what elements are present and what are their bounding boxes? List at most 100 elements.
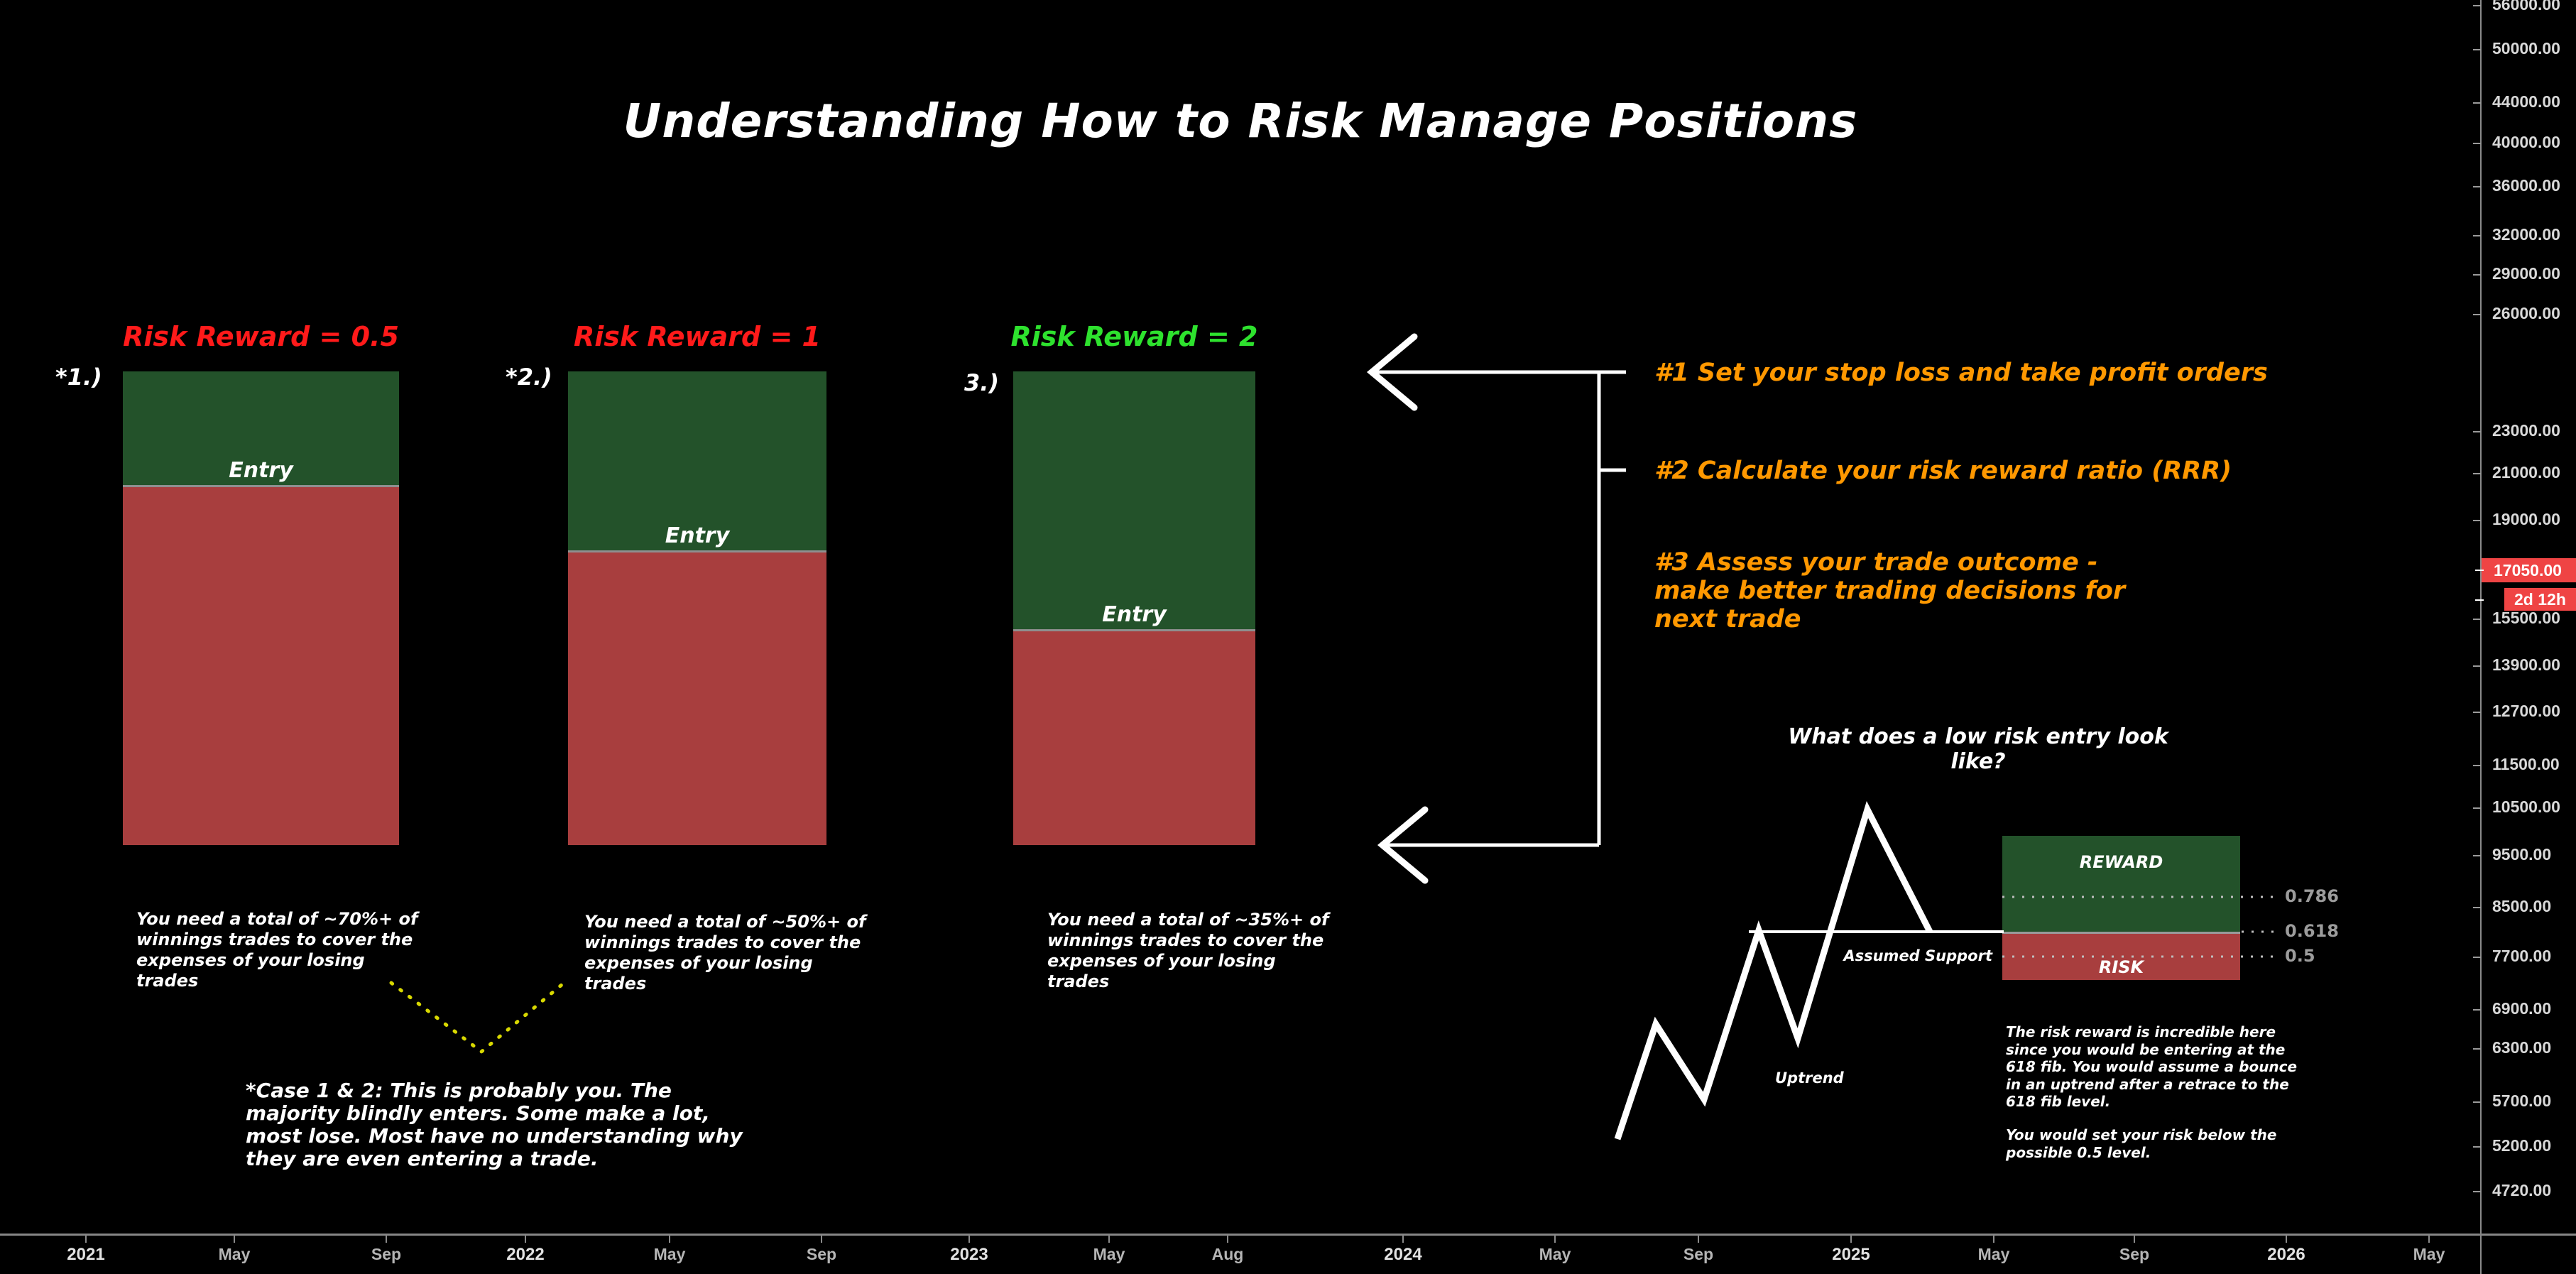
time-tick bbox=[968, 1236, 970, 1243]
entry-line bbox=[1013, 628, 1255, 631]
mini-reward-box bbox=[2002, 836, 2240, 932]
time-axis-label: May bbox=[2413, 1245, 2445, 1263]
price-axis-label: 6300.00 bbox=[2492, 1038, 2552, 1057]
rr-box: Entry bbox=[568, 371, 826, 845]
price-tick bbox=[2473, 1146, 2481, 1148]
price-axis-label: 11500.00 bbox=[2492, 755, 2560, 773]
price-tick bbox=[2473, 431, 2481, 432]
price-tick bbox=[2473, 1048, 2481, 1050]
price-tick bbox=[2473, 102, 2481, 104]
time-tick bbox=[1850, 1236, 1852, 1243]
time-tick bbox=[1554, 1236, 1556, 1243]
left-arrow-top-icon bbox=[1366, 333, 1418, 411]
time-tick bbox=[1227, 1236, 1228, 1243]
price-axis-label: 13900.00 bbox=[2492, 655, 2560, 674]
fib-label-0.618: 0.618 bbox=[2285, 921, 2339, 941]
entry-line bbox=[123, 485, 399, 488]
case-1-2-commentary: *Case 1 & 2: This is probably you. The m… bbox=[246, 1079, 743, 1170]
time-tick bbox=[1698, 1236, 1699, 1243]
price-axis-label: 4720.00 bbox=[2492, 1181, 2552, 1199]
price-tick bbox=[2473, 855, 2481, 856]
price-axis-label: 7700.00 bbox=[2492, 947, 2552, 965]
price-axis-label: 10500.00 bbox=[2492, 797, 2560, 816]
time-tick bbox=[2134, 1236, 2135, 1243]
price-axis-label: 36000.00 bbox=[2492, 176, 2560, 195]
price-axis-label: 8500.00 bbox=[2492, 897, 2552, 915]
time-tick bbox=[525, 1236, 526, 1243]
time-axis-label: 2026 bbox=[2267, 1245, 2305, 1264]
price-axis-label: 29000.00 bbox=[2492, 264, 2560, 283]
price-tick bbox=[2473, 5, 2481, 6]
fib-label-0.5: 0.5 bbox=[2285, 946, 2315, 966]
entry-label: Entry bbox=[665, 523, 730, 549]
time-axis-label: Sep bbox=[2119, 1245, 2150, 1263]
price-tick bbox=[2473, 186, 2481, 187]
bracket bbox=[1366, 333, 1626, 884]
winrate-note-3: You need a total of ~35%+ of winnings tr… bbox=[1047, 910, 1329, 991]
time-axis-label: May bbox=[1977, 1245, 2010, 1263]
step-1-text: #1 Set your stop loss and take profit or… bbox=[1654, 359, 2268, 387]
entry-line bbox=[568, 550, 826, 553]
price-tick bbox=[2473, 807, 2481, 809]
time-tick bbox=[2428, 1236, 2430, 1243]
price-axis-label: 44000.00 bbox=[2492, 92, 2560, 111]
time-tick bbox=[821, 1236, 822, 1243]
rr-panel-0.5: Risk Reward = 0.5 Entry bbox=[123, 312, 399, 852]
price-tick bbox=[2473, 274, 2481, 276]
price-axis-label: 40000.00 bbox=[2492, 133, 2560, 151]
price-axis-label: 19000.00 bbox=[2492, 510, 2560, 528]
time-axis-label: 2022 bbox=[506, 1245, 545, 1264]
time-axis-label: 2025 bbox=[1832, 1245, 1870, 1264]
fib-explanation: The risk reward is incredible here since… bbox=[2006, 1023, 2298, 1110]
price-tick bbox=[2473, 1101, 2481, 1103]
current-price-badge: 17050.00 bbox=[2482, 558, 2576, 582]
price-tick bbox=[2473, 957, 2481, 958]
time-tick bbox=[2286, 1236, 2287, 1243]
time-axis-label: 2024 bbox=[1384, 1245, 1422, 1264]
price-tick bbox=[2473, 1191, 2481, 1192]
case-number-1: *1.) bbox=[55, 364, 102, 391]
time-axis-label: May bbox=[1093, 1245, 1125, 1263]
step-3-text: #3 Assess your trade outcome - make bett… bbox=[1654, 548, 2126, 633]
time-tick bbox=[1993, 1236, 1994, 1243]
price-tick bbox=[2473, 520, 2481, 521]
price-axis-label: 15500.00 bbox=[2492, 609, 2560, 627]
price-axis-label: 9500.00 bbox=[2492, 845, 2552, 864]
low-risk-question: What does a low risk entry look like? bbox=[1788, 724, 2168, 774]
price-axis-label: 5200.00 bbox=[2492, 1136, 2552, 1155]
time-tick bbox=[669, 1236, 670, 1243]
case-number-3: 3.) bbox=[964, 369, 1000, 396]
price-tick bbox=[2473, 473, 2481, 474]
uptrend-label: Uptrend bbox=[1775, 1069, 1844, 1087]
left-arrow-bottom-icon bbox=[1377, 806, 1429, 884]
uptrend-zigzag bbox=[1614, 801, 1933, 1140]
mini-risk-label: RISK bbox=[2098, 957, 2144, 977]
time-axis-label: 2023 bbox=[950, 1245, 988, 1264]
reward-segment bbox=[123, 371, 399, 487]
price-axis-label: 21000.00 bbox=[2492, 463, 2560, 481]
rr-title: Risk Reward = 1 bbox=[574, 321, 821, 352]
price-axis-label: 6900.00 bbox=[2492, 999, 2552, 1018]
entry-label: Entry bbox=[1102, 601, 1167, 627]
price-tick bbox=[2473, 235, 2481, 236]
time-tick bbox=[85, 1236, 87, 1243]
price-tick bbox=[2473, 619, 2481, 620]
time-tick bbox=[386, 1236, 387, 1243]
time-axis-label: May bbox=[1539, 1245, 1571, 1263]
price-tick bbox=[2473, 49, 2481, 50]
dotted-v-pointer bbox=[389, 979, 569, 1055]
bar-countdown-badge: 2d 12h bbox=[2504, 588, 2576, 611]
time-axis-label: Sep bbox=[806, 1245, 837, 1263]
time-tick bbox=[1402, 1236, 1404, 1243]
rr-title: Risk Reward = 2 bbox=[1010, 321, 1258, 352]
time-tick bbox=[1108, 1236, 1110, 1243]
page-title: Understanding How to Risk Manage Positio… bbox=[623, 94, 1858, 148]
reward-segment bbox=[568, 371, 826, 552]
time-axis-line bbox=[0, 1234, 2576, 1236]
price-tick bbox=[2473, 907, 2481, 908]
price-tick bbox=[2475, 570, 2484, 571]
time-axis-label: May bbox=[218, 1245, 251, 1263]
price-axis-label: 5700.00 bbox=[2492, 1091, 2552, 1110]
price-tick bbox=[2473, 314, 2481, 315]
